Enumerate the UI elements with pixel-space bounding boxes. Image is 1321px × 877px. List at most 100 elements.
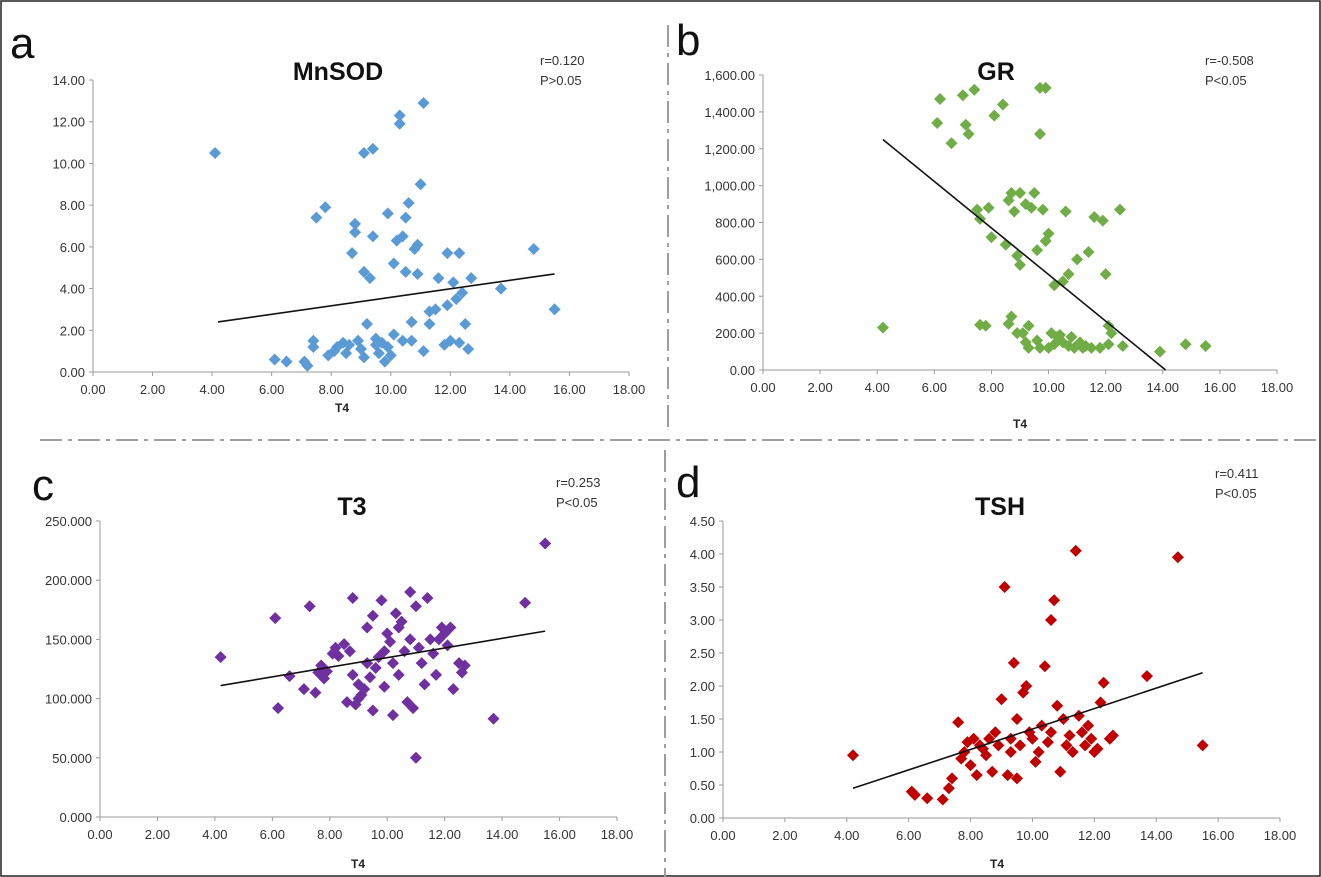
data-point <box>387 328 400 341</box>
y-tick-label: 4.50 <box>690 514 715 529</box>
y-tick-label: 0.00 <box>690 811 715 826</box>
data-point <box>1022 341 1035 354</box>
x-tick-label: 12.00 <box>428 827 461 842</box>
x-tick-label: 14.00 <box>1140 828 1173 843</box>
data-point <box>1007 656 1020 669</box>
stat-p: P<0.05 <box>556 495 598 510</box>
y-tick-label: 1.00 <box>690 745 715 760</box>
panel-letter: b <box>676 16 700 65</box>
x-axis-title: T4 <box>335 401 349 415</box>
y-tick-label: 800.00 <box>715 216 755 231</box>
data-point <box>1054 765 1067 778</box>
x-axis-title: T4 <box>990 857 1004 871</box>
y-tick-label: 600.00 <box>715 252 755 267</box>
data-point <box>1014 739 1027 752</box>
panel-b: b GR r=-0.508 P<0.05 T4 0.00 200.00 400.00… <box>676 16 1293 431</box>
data-point <box>1079 739 1092 752</box>
data-point <box>1113 203 1126 216</box>
chart-title: MnSOD <box>293 58 383 86</box>
trendline <box>882 138 1167 371</box>
data-point <box>343 645 356 658</box>
data-point <box>1059 205 1072 218</box>
x-tick-label: 6.00 <box>922 380 947 395</box>
data-point <box>366 230 379 243</box>
data-point <box>272 702 285 715</box>
x-tick-label: 4.00 <box>199 382 224 397</box>
data-point <box>280 355 293 368</box>
data-point <box>384 349 397 362</box>
y-tick-label: 1,400.00 <box>704 105 755 120</box>
data-point <box>1060 739 1073 752</box>
data-point <box>1048 594 1061 607</box>
data-point <box>995 693 1008 706</box>
data-point <box>1010 713 1023 725</box>
data-point <box>366 704 379 717</box>
data-point <box>409 600 422 613</box>
data-point <box>1008 205 1021 218</box>
data-point <box>1088 210 1101 223</box>
data-point <box>846 749 859 762</box>
data-point <box>959 118 972 131</box>
y-tick-label: 400.00 <box>715 289 755 304</box>
data-point <box>405 334 418 347</box>
y-tick-label: 12.00 <box>52 115 85 130</box>
x-tick-label: 12.00 <box>434 382 467 397</box>
y-tick-label: 3.00 <box>690 613 715 628</box>
y-tick-label: 0.50 <box>690 778 715 793</box>
x-tick-label: 18.00 <box>1264 828 1297 843</box>
data-point <box>303 600 316 613</box>
data-point <box>934 92 947 105</box>
data-point <box>1028 187 1041 199</box>
data-point <box>1038 660 1051 673</box>
x-tick-label: 4.00 <box>865 380 890 395</box>
panel-letter: d <box>676 458 700 507</box>
data-point <box>1005 187 1018 199</box>
data-point <box>361 621 374 634</box>
data-point <box>979 319 992 332</box>
data-point <box>527 242 540 255</box>
data-point <box>945 137 958 150</box>
data-point <box>1116 340 1129 353</box>
data-point <box>942 782 955 795</box>
data-point <box>444 334 457 347</box>
data-point <box>1105 327 1118 340</box>
data-point <box>982 201 995 214</box>
data-point <box>1025 201 1038 214</box>
data-point <box>1014 258 1026 271</box>
data-point <box>399 265 412 278</box>
x-tick-label: 10.00 <box>371 827 404 842</box>
x-tick-label: 0.00 <box>87 827 112 842</box>
x-tick-label: 0.00 <box>750 380 775 395</box>
data-point <box>404 586 417 599</box>
y-tick-label: 2.00 <box>690 679 715 694</box>
y-tick-label: 2.00 <box>60 323 85 338</box>
x-tick-label: 14.00 <box>494 382 527 397</box>
data-point <box>459 318 472 331</box>
data-point <box>310 211 323 224</box>
data-point <box>214 651 227 664</box>
data-point <box>1069 544 1082 557</box>
data-point <box>393 109 406 122</box>
data-point <box>519 596 532 609</box>
data-point <box>363 671 376 684</box>
x-axis-title: T4 <box>351 857 365 871</box>
chart-title: GR <box>977 58 1015 86</box>
x-tick-label: 2.00 <box>140 382 165 397</box>
data-point <box>548 303 561 316</box>
data-point <box>447 683 460 696</box>
data-point <box>1010 772 1023 785</box>
y-tick-label: 1,600.00 <box>704 68 755 83</box>
data-point <box>1075 726 1088 739</box>
data-point <box>952 716 965 729</box>
data-point <box>444 621 457 634</box>
y-tick-label: 200.000 <box>45 573 92 588</box>
data-point <box>447 276 460 289</box>
data-point <box>346 247 359 260</box>
x-tick-label: 6.00 <box>260 827 285 842</box>
data-point <box>1065 330 1078 343</box>
data-point <box>876 321 889 334</box>
trendline <box>217 273 555 323</box>
x-tick-label: 10.00 <box>1032 380 1065 395</box>
data-point <box>404 633 417 646</box>
data-point <box>967 732 980 745</box>
